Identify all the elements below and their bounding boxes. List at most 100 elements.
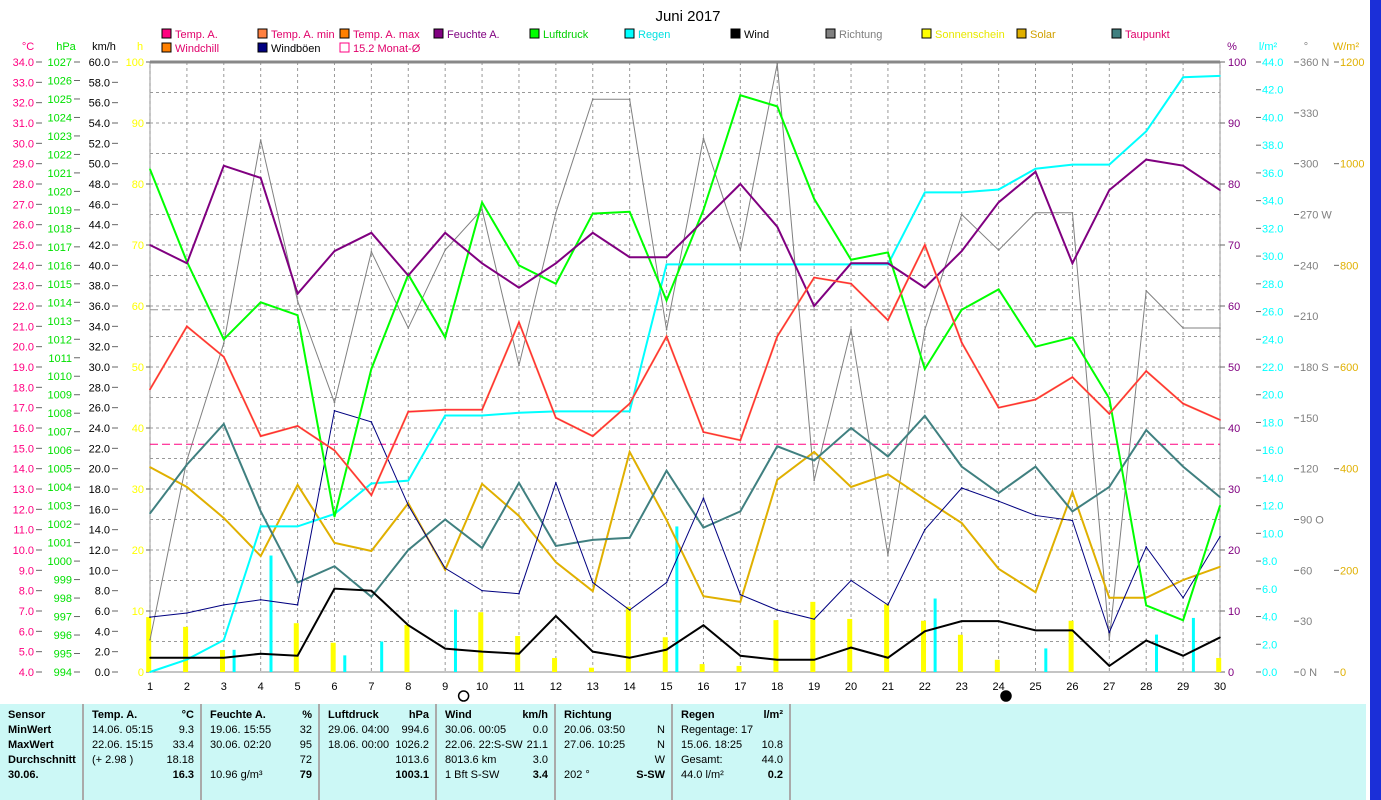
rain-bar (1044, 648, 1048, 672)
data-point (739, 601, 742, 603)
data-point (444, 569, 446, 571)
axis-tick-label: 1010 (48, 371, 72, 383)
cell-label: Richtung (564, 709, 612, 721)
axis-tick-label: 13.0 (13, 484, 34, 496)
data-point (997, 249, 1000, 251)
cell-value: 3.0 (532, 754, 548, 766)
data-point (1034, 345, 1037, 348)
legend-swatch (921, 28, 932, 39)
x-tick-label: 17 (734, 681, 746, 693)
axis-tick-label: 60.0 (89, 57, 110, 69)
data-point (407, 274, 410, 277)
data-point (1034, 629, 1037, 632)
axis-tick-label: 16.0 (89, 504, 110, 516)
data-point (776, 335, 779, 338)
data-point (518, 321, 520, 324)
data-point (186, 262, 188, 265)
data-point (813, 197, 815, 200)
series-lines (149, 62, 1221, 673)
data-point (924, 498, 926, 500)
x-tick-label: 5 (295, 681, 301, 693)
cell-value: 72 (299, 754, 312, 766)
data-point (1071, 376, 1074, 378)
x-tick-label: 29 (1177, 681, 1189, 693)
data-point (1145, 639, 1148, 642)
axis-tick-label: 23.0 (13, 281, 34, 293)
data-point (481, 483, 483, 485)
data-point (997, 288, 1000, 291)
rain-bar (343, 655, 347, 672)
axis-tick-label: 1008 (48, 408, 72, 420)
data-point (1145, 546, 1148, 548)
data-point (1145, 130, 1148, 133)
sunshine-bar (625, 606, 631, 672)
data-point (1219, 189, 1221, 191)
axis-tick-label: 1024 (48, 112, 72, 124)
data-point (997, 492, 1000, 494)
sunshine-bar (662, 637, 668, 672)
data-point (222, 338, 225, 341)
data-point (591, 410, 594, 413)
axis-tick-label: 0 (1340, 667, 1346, 679)
cell-value: 1026.2 (395, 739, 429, 751)
legend-label: Sonnenschein (935, 29, 1005, 41)
data-point (1219, 504, 1221, 507)
data-point (370, 550, 373, 552)
x-tick-label: 30 (1214, 681, 1226, 693)
axis-tick-label: 70 (132, 240, 144, 252)
cell-label: 30.06. 02:20 (210, 739, 272, 751)
data-point (518, 592, 520, 595)
data-point (702, 497, 705, 499)
data-point (1071, 629, 1074, 632)
data-point (1071, 519, 1074, 522)
axis-tick-label: 40.0 (89, 260, 110, 272)
data-point (1108, 665, 1111, 667)
sunshine-bar (183, 626, 189, 672)
data-point (850, 262, 852, 265)
window-edge (1370, 0, 1381, 800)
series-richtung (149, 63, 1220, 640)
table-row: 10.96 g/m³ 79 (210, 768, 312, 783)
data-point (444, 232, 446, 234)
data-point (1034, 171, 1037, 173)
data-point (333, 542, 336, 544)
data-point (702, 209, 705, 211)
data-point (924, 415, 926, 417)
data-point (518, 652, 520, 655)
data-point (813, 305, 815, 307)
data-point (1145, 370, 1148, 372)
data-point (1108, 631, 1111, 634)
axis-tick-label: 0 (138, 667, 144, 679)
table-row: Richtung (564, 708, 665, 723)
data-point (518, 411, 520, 414)
data-point (555, 212, 557, 214)
data-point (739, 593, 742, 596)
data-point (1182, 619, 1184, 622)
data-point (813, 263, 815, 266)
axis-unit: % (1227, 41, 1237, 53)
axis-tick-label: 2.0 (95, 647, 110, 659)
axis-tick-label: 26.0 (13, 220, 34, 232)
data-point (1182, 164, 1184, 167)
data-point (1108, 486, 1111, 488)
data-point (407, 549, 410, 551)
data-point (1034, 212, 1037, 214)
data-point (1108, 163, 1111, 166)
data-point (222, 342, 225, 345)
data-point (813, 459, 815, 462)
data-point (1145, 289, 1148, 292)
axis-tick-label: 46.0 (89, 199, 110, 211)
x-tick-label: 8 (405, 681, 411, 693)
label-max: MaxWert (8, 739, 54, 751)
table-row: Temp. A. °C (92, 708, 194, 723)
table-row: W (564, 753, 665, 768)
rain-bar (1155, 634, 1159, 672)
axis-tick-label: 4.0 (1262, 612, 1277, 624)
data-point (407, 327, 410, 329)
cell-value: 32 (299, 724, 312, 736)
x-tick-label: 9 (442, 681, 448, 693)
cell-value: 79 (299, 769, 312, 781)
data-point (776, 263, 779, 266)
data-point (296, 314, 299, 317)
data-point (149, 388, 151, 391)
